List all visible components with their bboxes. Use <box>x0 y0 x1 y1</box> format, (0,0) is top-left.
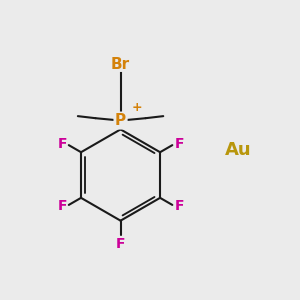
Text: Br: Br <box>111 57 130 72</box>
Text: +: + <box>131 101 142 114</box>
Text: Au: Au <box>225 141 252 159</box>
Text: F: F <box>174 199 184 213</box>
Text: F: F <box>57 199 67 213</box>
Text: F: F <box>116 237 125 251</box>
Text: F: F <box>174 137 184 151</box>
Text: P: P <box>115 113 126 128</box>
Text: F: F <box>57 137 67 151</box>
